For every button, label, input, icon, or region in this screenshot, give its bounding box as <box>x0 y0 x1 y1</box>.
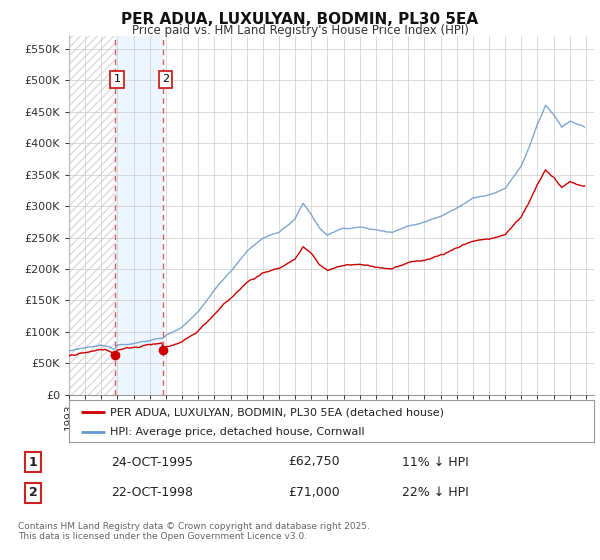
Text: HPI: Average price, detached house, Cornwall: HPI: Average price, detached house, Corn… <box>110 427 365 437</box>
Text: PER ADUA, LUXULYAN, BODMIN, PL30 5EA: PER ADUA, LUXULYAN, BODMIN, PL30 5EA <box>121 12 479 27</box>
Bar <box>115 36 163 395</box>
Text: 2: 2 <box>29 486 37 500</box>
Text: PER ADUA, LUXULYAN, BODMIN, PL30 5EA (detached house): PER ADUA, LUXULYAN, BODMIN, PL30 5EA (de… <box>110 407 444 417</box>
Text: 2: 2 <box>162 74 169 85</box>
Text: 24-OCT-1995: 24-OCT-1995 <box>111 455 193 469</box>
Bar <box>69 36 115 395</box>
Text: Price paid vs. HM Land Registry's House Price Index (HPI): Price paid vs. HM Land Registry's House … <box>131 24 469 36</box>
Text: 11% ↓ HPI: 11% ↓ HPI <box>402 455 469 469</box>
Text: £62,750: £62,750 <box>288 455 340 469</box>
Text: 1: 1 <box>113 74 121 85</box>
Bar <box>69 36 115 395</box>
Text: Contains HM Land Registry data © Crown copyright and database right 2025.
This d: Contains HM Land Registry data © Crown c… <box>18 522 370 542</box>
Text: £71,000: £71,000 <box>288 486 340 500</box>
Text: 22-OCT-1998: 22-OCT-1998 <box>111 486 193 500</box>
Text: 1: 1 <box>29 455 37 469</box>
Text: 22% ↓ HPI: 22% ↓ HPI <box>402 486 469 500</box>
